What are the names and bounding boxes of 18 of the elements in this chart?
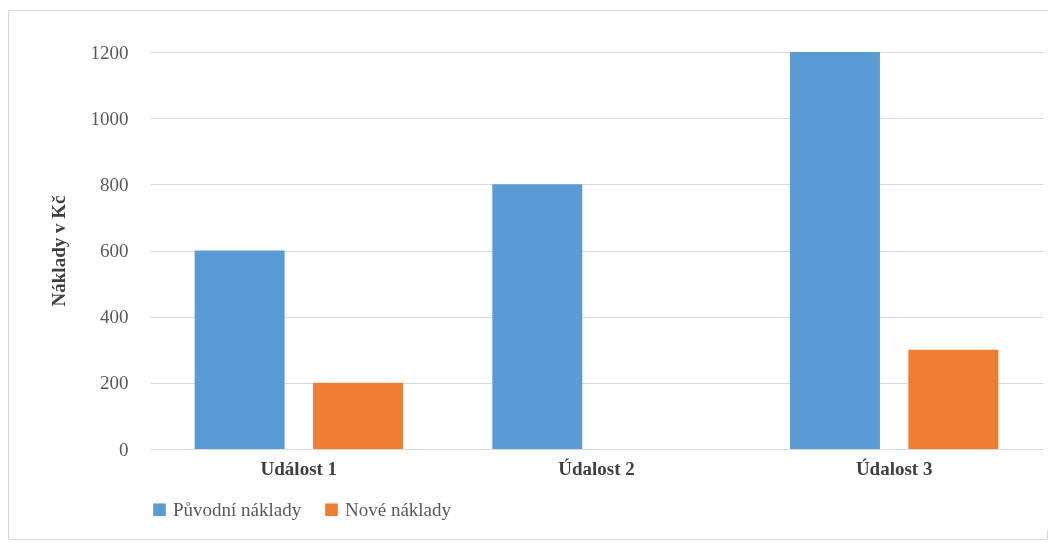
bar (908, 349, 999, 449)
y-tick-label: 600 (100, 240, 129, 261)
x-tick-label: Údalost 3 (855, 457, 933, 479)
y-tick-label: 200 (100, 372, 129, 394)
y-tick-label: 1000 (90, 107, 129, 129)
bar (789, 52, 880, 449)
legend-label: Nové náklady (345, 498, 452, 520)
y-tick-label: 0 (119, 438, 129, 460)
bar (194, 250, 285, 449)
x-tick-label: Událost 1 (260, 457, 338, 479)
y-tick-label: 400 (100, 306, 129, 328)
y-tick-label: 1200 (90, 41, 129, 63)
y-axis-title: Náklady v Kč (47, 195, 69, 307)
x-tick-label: Údalost 2 (558, 457, 635, 479)
y-tick-label: 800 (100, 173, 129, 195)
legend-label: Původní náklady (173, 498, 302, 520)
bar (313, 382, 404, 449)
bar (492, 184, 583, 449)
